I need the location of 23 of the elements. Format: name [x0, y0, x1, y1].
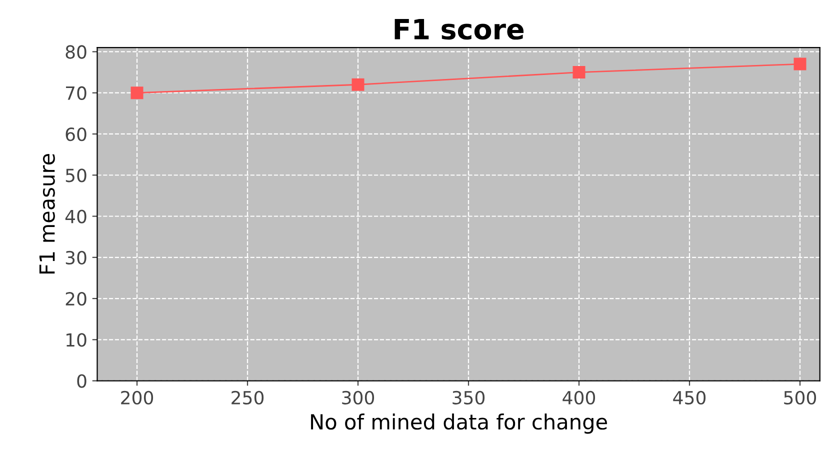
x-tick-label: 400: [562, 390, 596, 404]
x-tick-label: 350: [452, 390, 485, 404]
point: [130, 86, 144, 100]
point: [572, 66, 586, 79]
point: [352, 78, 364, 91]
point: [794, 58, 806, 70]
y-tick-label: 40: [65, 210, 86, 224]
y-tick-label: 20: [66, 292, 86, 306]
y-tick-label: 60: [66, 127, 86, 142]
y-tick-label: 70: [66, 86, 86, 100]
y-tick-label: 80: [66, 45, 86, 59]
y-tick-label: 10: [66, 333, 86, 347]
x-tick-label: 500: [784, 390, 816, 404]
x-tick-label: 450: [673, 390, 706, 404]
y-tick-label: 30: [66, 250, 86, 265]
x-axis-title: No of mined data for change: [311, 414, 607, 434]
x-tick-label: 200: [121, 390, 154, 404]
y-tick-label: 0: [77, 374, 86, 388]
y-tick-label: 50: [66, 168, 86, 182]
x-tick-label: 300: [342, 390, 374, 404]
chart-title: F1 score: [394, 19, 524, 40]
x-tick-label: 250: [232, 390, 264, 404]
y-axis-title: F1 measure: [39, 154, 55, 274]
